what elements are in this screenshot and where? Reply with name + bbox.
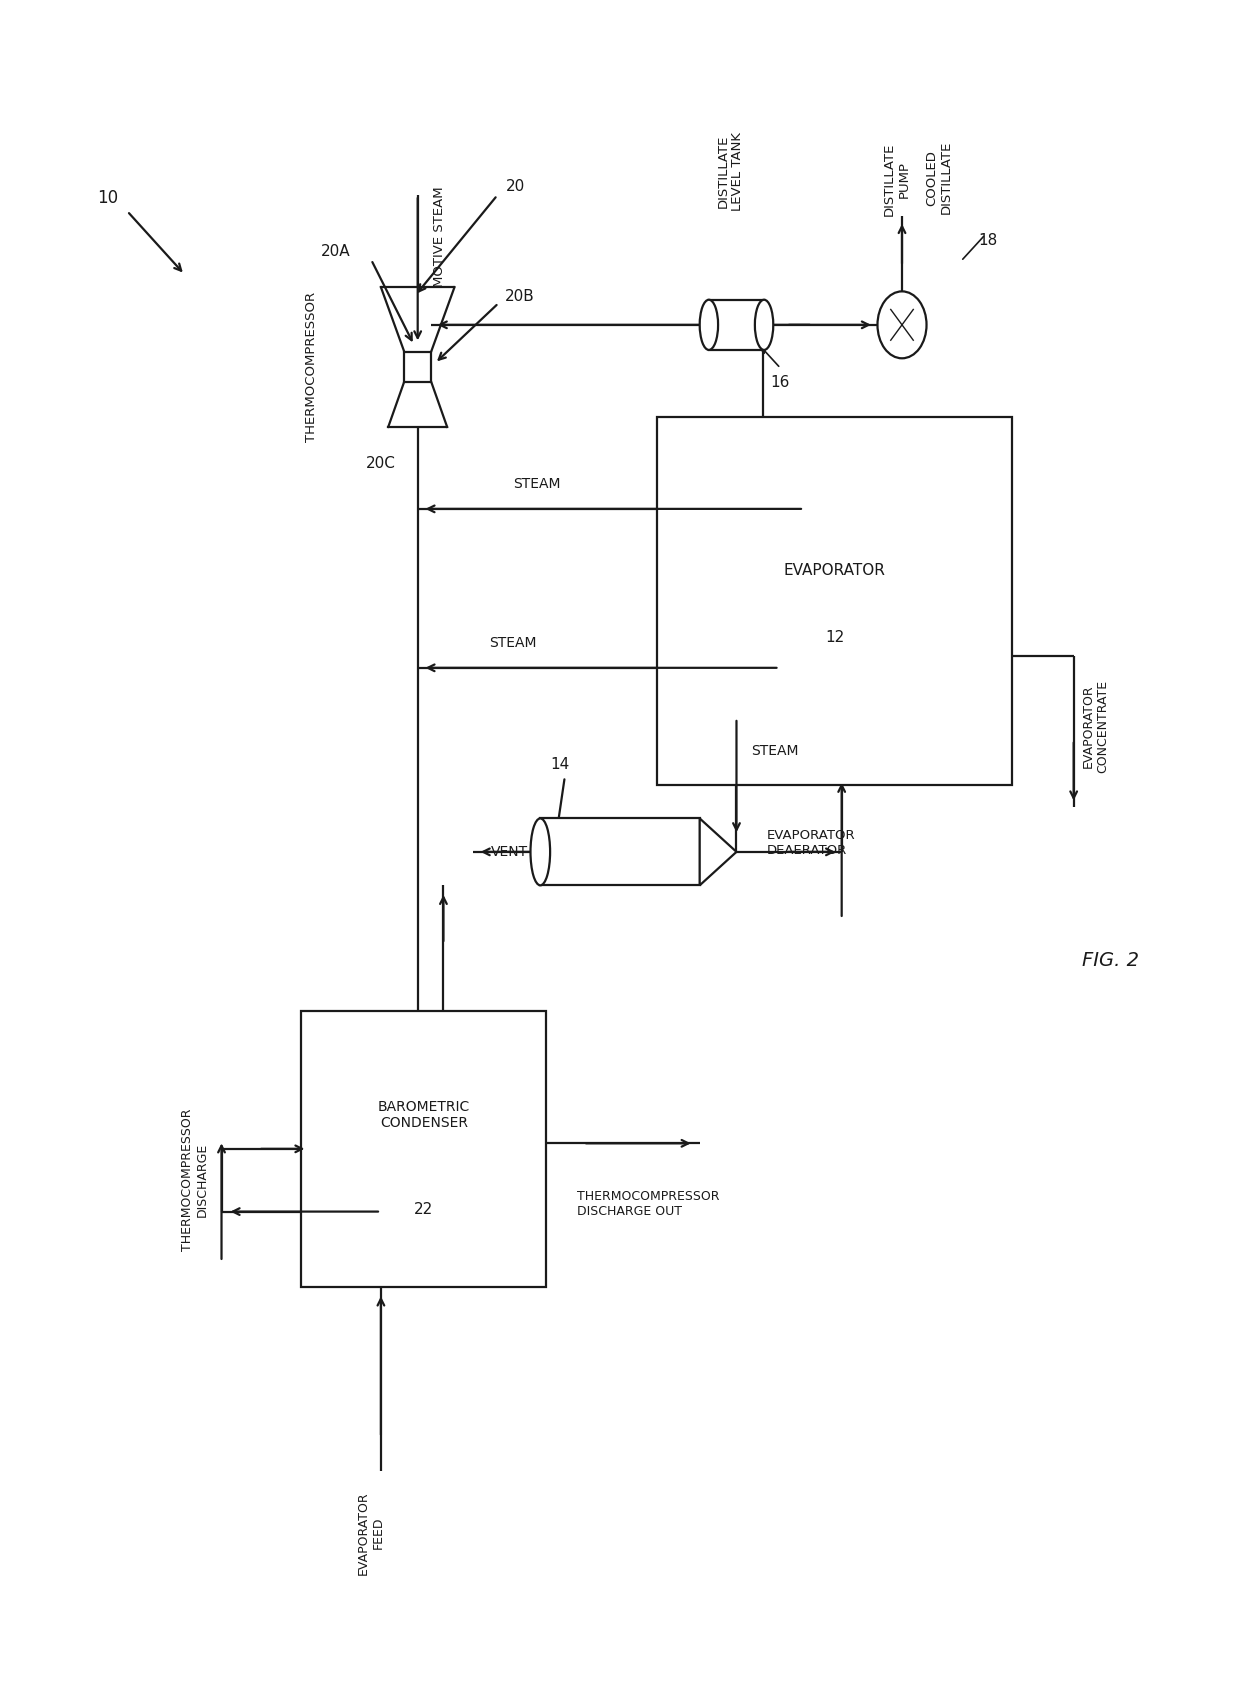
- Text: FIG. 2: FIG. 2: [1083, 951, 1140, 970]
- Polygon shape: [699, 818, 737, 886]
- Ellipse shape: [699, 300, 718, 349]
- Text: 14: 14: [551, 756, 569, 771]
- Text: STEAM: STEAM: [513, 477, 560, 491]
- Text: 12: 12: [825, 631, 844, 644]
- Bar: [404, 351, 432, 381]
- Circle shape: [878, 292, 926, 358]
- Text: 20C: 20C: [366, 455, 396, 471]
- Bar: [657, 417, 1012, 784]
- Text: 20A: 20A: [321, 243, 350, 258]
- Text: THERMOCOMPRESSOR
DISCHARGE OUT: THERMOCOMPRESSOR DISCHARGE OUT: [577, 1189, 719, 1218]
- Text: 20B: 20B: [505, 288, 534, 304]
- Text: 18: 18: [978, 233, 997, 248]
- Text: 20: 20: [506, 179, 526, 194]
- Text: 10: 10: [97, 189, 118, 208]
- Bar: [541, 818, 699, 886]
- Text: MOTIVE STEAM: MOTIVE STEAM: [433, 187, 446, 287]
- Text: VENT: VENT: [491, 845, 528, 859]
- Ellipse shape: [755, 300, 774, 349]
- Text: EVAPORATOR
DEAERATOR: EVAPORATOR DEAERATOR: [768, 830, 856, 857]
- Ellipse shape: [531, 818, 551, 886]
- Text: BAROMETRIC
CONDENSER: BAROMETRIC CONDENSER: [378, 1100, 470, 1130]
- Text: EVAPORATOR
CONCENTRATE: EVAPORATOR CONCENTRATE: [1081, 680, 1110, 773]
- Bar: [301, 1011, 547, 1287]
- Text: COOLED
DISTILLATE: COOLED DISTILLATE: [925, 142, 952, 214]
- Text: EVAPORATOR
FEED: EVAPORATOR FEED: [357, 1491, 386, 1574]
- Text: 16: 16: [771, 375, 790, 390]
- Text: EVAPORATOR: EVAPORATOR: [784, 563, 885, 579]
- Text: 22: 22: [414, 1201, 434, 1216]
- Text: THERMOCOMPRESSOR
DISCHARGE: THERMOCOMPRESSOR DISCHARGE: [181, 1108, 208, 1252]
- Text: DISTILLATE
LEVEL TANK: DISTILLATE LEVEL TANK: [717, 132, 744, 211]
- Text: DISTILLATE
PUMP: DISTILLATE PUMP: [883, 143, 911, 216]
- Text: STEAM: STEAM: [751, 744, 799, 759]
- Text: STEAM: STEAM: [489, 636, 537, 649]
- Bar: [709, 300, 764, 349]
- Text: THERMOCOMPRESSOR: THERMOCOMPRESSOR: [305, 292, 317, 442]
